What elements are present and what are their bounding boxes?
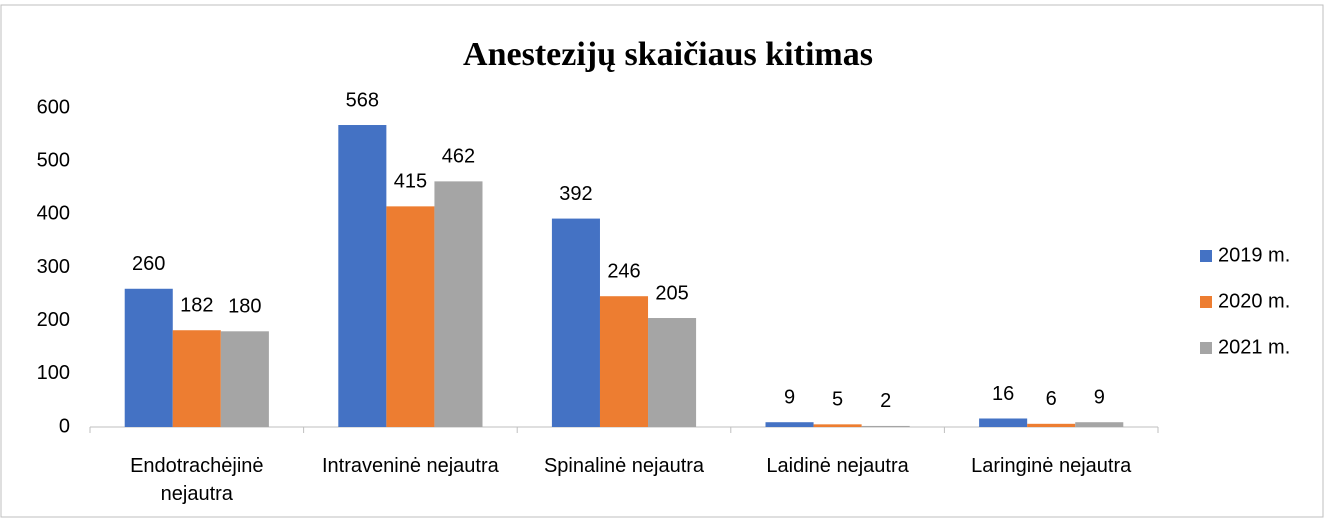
legend-label: 2020 m. <box>1218 290 1290 312</box>
legend-label: 2019 m. <box>1218 244 1290 266</box>
data-label: 9 <box>784 386 795 408</box>
chart-border <box>0 4 1324 518</box>
bar <box>861 425 910 427</box>
bar <box>979 418 1028 427</box>
legend-swatch <box>1200 342 1212 354</box>
bar <box>434 181 483 427</box>
data-label: 2 <box>880 390 891 412</box>
data-label: 16 <box>992 383 1014 405</box>
y-tick-label: 400 <box>37 203 70 225</box>
data-label: 568 <box>346 89 379 111</box>
data-label: 182 <box>180 295 213 317</box>
y-tick-label: 0 <box>59 415 70 437</box>
bar <box>1075 422 1124 427</box>
bar <box>386 206 435 427</box>
y-tick-label: 200 <box>37 309 70 331</box>
y-tick-label: 300 <box>37 256 70 278</box>
chart-title: Anestezijų skaičiaus kitimas <box>463 36 873 73</box>
data-label: 9 <box>1094 386 1105 408</box>
bar <box>338 125 387 427</box>
x-tick-label: Laringinė nejautra <box>971 455 1132 477</box>
bar <box>551 218 600 427</box>
x-tick-label: Endotrachėjinė nejautra <box>130 455 264 505</box>
bar <box>813 424 862 427</box>
legend-swatch <box>1200 296 1212 308</box>
data-label: 180 <box>228 296 261 318</box>
legend-swatch <box>1200 250 1212 262</box>
x-tick-label: Spinalinė nejautra <box>543 455 705 477</box>
data-label: 415 <box>394 171 427 193</box>
bar <box>172 330 221 427</box>
data-label: 462 <box>442 146 475 168</box>
bar <box>1027 423 1076 427</box>
x-tick-label: Intraveninė nejautra <box>321 455 499 477</box>
y-tick-label: 600 <box>37 96 70 118</box>
data-label: 392 <box>559 183 592 205</box>
bar <box>648 318 697 427</box>
y-tick-label: 500 <box>37 149 70 171</box>
data-label: 6 <box>1046 388 1057 410</box>
bar <box>599 296 649 427</box>
bar <box>765 422 814 427</box>
data-label: 205 <box>655 282 688 304</box>
data-label: 260 <box>132 253 165 275</box>
bar <box>124 288 173 427</box>
legend-label: 2021 m. <box>1218 336 1290 358</box>
data-label: 246 <box>607 260 640 282</box>
x-tick-label: Laidinė nejautra <box>766 455 909 477</box>
data-label: 5 <box>832 389 843 411</box>
y-tick-label: 100 <box>37 362 70 384</box>
bar <box>220 331 269 427</box>
